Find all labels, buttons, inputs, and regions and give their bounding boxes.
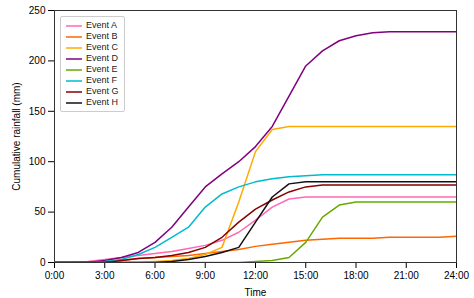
svg-text:9:00: 9:00 <box>196 270 216 281</box>
html-text:Event A: Event A <box>86 20 117 30</box>
svg-text:15:00: 15:00 <box>293 270 318 281</box>
svg-text:250: 250 <box>29 5 46 16</box>
svg-text:6:00: 6:00 <box>145 270 165 281</box>
svg-text:Time: Time <box>245 287 267 298</box>
svg-text:100: 100 <box>29 156 46 167</box>
svg-text:18:00: 18:00 <box>343 270 368 281</box>
svg-text:21:00: 21:00 <box>394 270 419 281</box>
svg-text:3:00: 3:00 <box>95 270 115 281</box>
svg-text:24:00: 24:00 <box>444 270 469 281</box>
html-text:Event E: Event E <box>86 64 118 74</box>
html-text:Event C: Event C <box>86 42 118 52</box>
svg-text:0: 0 <box>40 257 46 268</box>
html-text:Event H: Event H <box>86 97 118 107</box>
html-text:Event D: Event D <box>86 53 118 63</box>
svg-text:50: 50 <box>34 206 46 217</box>
svg-text:200: 200 <box>29 55 46 66</box>
html-text:Event F: Event F <box>86 75 117 85</box>
html-text:Event B: Event B <box>86 31 118 41</box>
svg-text:Cumulative rainfall (mm): Cumulative rainfall (mm) <box>11 82 22 190</box>
svg-text:12:00: 12:00 <box>243 270 268 281</box>
html-text:Event G: Event G <box>86 86 119 96</box>
svg-text:0:00: 0:00 <box>45 270 65 281</box>
svg-text:150: 150 <box>29 106 46 117</box>
